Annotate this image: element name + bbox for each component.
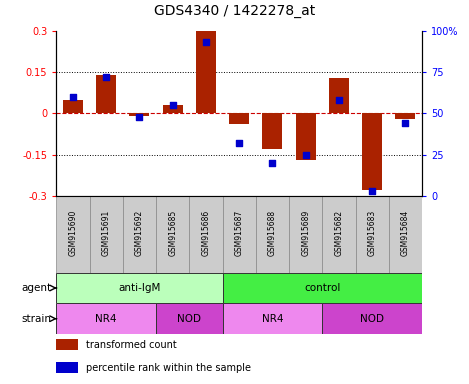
Text: GSM915686: GSM915686	[201, 210, 211, 256]
Bar	[356, 196, 389, 273]
Text: GDS4340 / 1422278_at: GDS4340 / 1422278_at	[154, 4, 315, 18]
Text: GSM915684: GSM915684	[401, 210, 410, 256]
Bar	[322, 303, 422, 334]
Bar	[329, 78, 349, 113]
Bar	[63, 99, 83, 113]
Point	[169, 102, 176, 108]
Bar	[129, 113, 150, 116]
Text: control: control	[304, 283, 340, 293]
Text: GSM915692: GSM915692	[135, 210, 144, 256]
Text: NR4: NR4	[262, 314, 283, 324]
Point	[102, 74, 110, 80]
Bar	[163, 105, 182, 113]
Bar	[96, 75, 116, 113]
Bar	[263, 113, 282, 149]
Text: GSM915683: GSM915683	[368, 210, 377, 256]
Bar	[189, 196, 223, 273]
Text: GSM915689: GSM915689	[301, 210, 310, 256]
Bar	[362, 113, 382, 190]
Text: transformed count: transformed count	[85, 340, 176, 350]
Bar	[156, 303, 223, 334]
Bar	[123, 196, 156, 273]
Point	[335, 97, 343, 103]
Bar	[322, 196, 356, 273]
Text: GSM915682: GSM915682	[334, 210, 343, 256]
Bar	[196, 31, 216, 113]
Point	[269, 160, 276, 166]
Bar	[223, 273, 422, 303]
Bar	[256, 196, 289, 273]
Point	[235, 140, 243, 146]
Text: NOD: NOD	[360, 314, 384, 324]
Bar	[156, 196, 189, 273]
Bar	[296, 113, 316, 160]
Bar	[56, 339, 78, 350]
Text: anti-IgM: anti-IgM	[118, 283, 160, 293]
Text: GSM915690: GSM915690	[68, 210, 77, 256]
Bar	[90, 196, 123, 273]
Bar	[223, 303, 322, 334]
Point	[302, 151, 310, 157]
Text: percentile rank within the sample: percentile rank within the sample	[85, 363, 250, 373]
Bar	[389, 196, 422, 273]
Point	[136, 114, 143, 120]
Text: GSM915687: GSM915687	[234, 210, 244, 256]
Bar	[223, 196, 256, 273]
Text: strain: strain	[22, 314, 52, 324]
Text: NR4: NR4	[95, 314, 117, 324]
Bar	[229, 113, 249, 124]
Bar	[56, 362, 78, 373]
Bar	[56, 303, 156, 334]
Text: GSM915691: GSM915691	[102, 210, 111, 256]
Bar	[395, 113, 416, 119]
Text: GSM915688: GSM915688	[268, 210, 277, 256]
Bar	[289, 196, 322, 273]
Text: NOD: NOD	[177, 314, 201, 324]
Bar	[56, 196, 90, 273]
Point	[369, 188, 376, 194]
Text: GSM915685: GSM915685	[168, 210, 177, 256]
Bar	[56, 273, 223, 303]
Point	[402, 120, 409, 126]
Point	[202, 39, 210, 45]
Text: agent: agent	[22, 283, 52, 293]
Point	[69, 94, 76, 100]
